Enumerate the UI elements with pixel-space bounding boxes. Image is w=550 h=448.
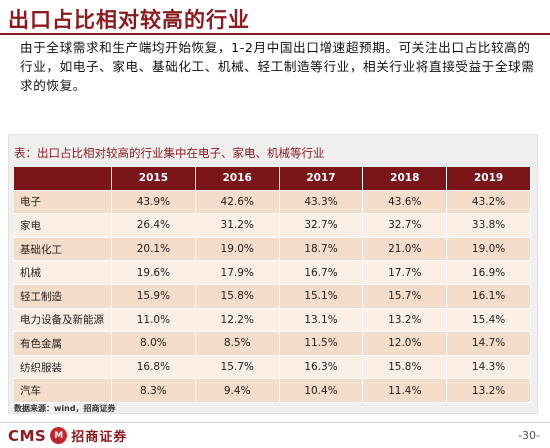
table-row-label: 有色金属 (14, 332, 112, 356)
company-logo: CMS M 招商证券 (8, 426, 128, 446)
export-share-table: 2015 2016 2017 2018 2019 电子 43.9% 42.6% 43.3% 43.… (14, 167, 531, 403)
table-cell: 17.7% (363, 261, 448, 285)
table-row-label: 基础化工 (14, 237, 112, 262)
table-cell: 18.7% (279, 237, 364, 262)
table-cell: 42.6% (195, 190, 280, 215)
table-cell: 19.0% (195, 237, 280, 262)
table-cell: 13.1% (279, 308, 364, 333)
table-cell: 15.8% (363, 355, 448, 380)
data-source-note: 数据来源：wind，招商证券 (14, 404, 116, 413)
table-cell: 15.8% (195, 284, 280, 309)
logo-cms-text: CMS (8, 426, 47, 445)
table-cell: 26.4% (112, 214, 196, 238)
table-row-label: 电子 (14, 190, 112, 215)
table-caption: 表：出口占比相对较高的行业集中在电子、家电、机械等行业 (14, 146, 325, 160)
table-cell: 13.2% (363, 308, 448, 333)
table-cell: 16.7% (279, 261, 364, 285)
footer-divider (0, 422, 550, 423)
logo-chinese-name: 招商证券 (71, 430, 128, 445)
table-row-label: 纺织服装 (14, 355, 112, 380)
table-cell: 16.9% (447, 261, 531, 285)
table-cell: 14.3% (447, 355, 531, 380)
table-header-year: 2015 (112, 167, 196, 191)
slide-title: 出口占比相对较高的行业 (8, 8, 250, 32)
table-cell: 32.7% (363, 214, 448, 238)
table-cell: 12.0% (363, 332, 448, 356)
table-cell: 8.5% (195, 332, 280, 356)
table-cell: 11.0% (112, 308, 196, 333)
table-row-label: 机械 (14, 261, 112, 285)
table-cell: 43.9% (112, 190, 196, 215)
table-header-year: 2018 (363, 167, 448, 191)
table-cell: 16.8% (112, 355, 196, 380)
table-cell: 32.7% (279, 214, 364, 238)
table-cell: 8.0% (112, 332, 196, 356)
table-cell: 15.9% (112, 284, 196, 309)
table-row-label: 家电 (14, 214, 112, 238)
table-cell: 12.2% (195, 308, 280, 333)
table-cell: 17.9% (195, 261, 280, 285)
table-cell: 15.7% (195, 355, 280, 380)
table-cell: 33.8% (447, 214, 531, 238)
logo-mark-icon: M (50, 427, 68, 444)
title-divider (0, 33, 550, 35)
table-header-year: 2019 (447, 167, 531, 191)
table-cell: 8.3% (112, 379, 196, 403)
table-cell: 43.2% (447, 190, 531, 215)
table-cell: 20.1% (112, 237, 196, 262)
table-header-corner (14, 167, 112, 191)
page-number: -30- (518, 429, 540, 442)
table-cell: 19.0% (447, 237, 531, 262)
table-header-year: 2016 (195, 167, 280, 191)
table-cell: 16.3% (279, 355, 364, 380)
table-row-label: 电力设备及新能源 (14, 308, 112, 333)
table-row-label: 汽车 (14, 379, 112, 403)
table-cell: 19.6% (112, 261, 196, 285)
table-cell: 16.1% (447, 284, 531, 309)
table-header-year: 2017 (279, 167, 364, 191)
table-cell: 10.4% (279, 379, 364, 403)
table-row-label: 轻工制造 (14, 284, 112, 309)
intro-paragraph: 由于全球需求和生产端均开始恢复，1-2月中国出口增速超预期。可关注出口占比较高的… (20, 40, 535, 93)
table-cell: 9.4% (195, 379, 280, 403)
table-cell: 43.3% (279, 190, 364, 215)
table-cell: 13.2% (447, 379, 531, 403)
table-cell: 43.6% (363, 190, 448, 215)
table-cell: 11.5% (279, 332, 364, 356)
table-cell: 15.7% (363, 284, 448, 309)
table-cell: 14.7% (447, 332, 531, 356)
table-cell: 21.0% (363, 237, 448, 262)
table-cell: 31.2% (195, 214, 280, 238)
table-cell: 11.4% (363, 379, 448, 403)
table-cell: 15.4% (447, 308, 531, 333)
table-cell: 15.1% (279, 284, 364, 309)
